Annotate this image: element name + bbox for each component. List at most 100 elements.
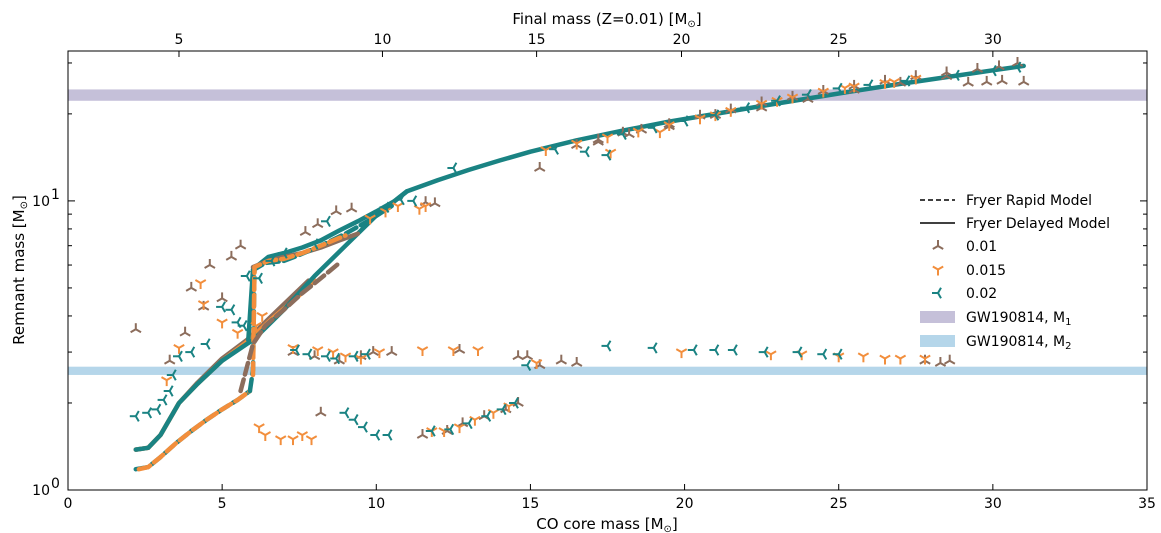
point-z002-58: [771, 95, 781, 107]
point-z0015-35: [413, 204, 426, 215]
legend-swatch-band-m2: [920, 335, 955, 347]
bands-layer: [68, 89, 1147, 375]
point-z0015-12: [296, 431, 308, 441]
point-z002-57: [740, 102, 751, 114]
point-z0015-45: [601, 133, 614, 144]
point-z002-18: [321, 215, 331, 227]
point-z002-45: [462, 417, 473, 430]
point-z001-8: [216, 292, 228, 303]
point-z002-51: [549, 143, 559, 155]
point-z0015-47: [663, 121, 675, 131]
point-z001-53: [416, 429, 429, 439]
x-tick-label-5: 25: [830, 496, 848, 512]
point-z0015-49: [725, 106, 737, 117]
legend-marker-z002: [932, 287, 942, 299]
point-z0015-46: [632, 127, 644, 138]
point-z0015-51: [786, 93, 799, 104]
point-z002-61: [863, 79, 874, 91]
point-z001-19: [367, 346, 379, 356]
point-z002-23: [382, 429, 393, 441]
point-z0015-8: [253, 423, 265, 434]
x-tick-label-3: 15: [522, 496, 540, 512]
point-z0015-32: [364, 214, 376, 225]
point-z001-5: [204, 259, 216, 269]
plot-frame: [67, 50, 1148, 491]
point-z0015-19: [373, 348, 386, 359]
point-z002-48: [509, 397, 519, 409]
x-tick-label-6: 30: [984, 496, 1002, 512]
model-curves-layer: [133, 63, 1026, 472]
point-z002-62: [900, 75, 911, 87]
top-tick-label-3: 20: [673, 32, 691, 48]
point-z0015-1: [173, 344, 185, 354]
point-z0015-18: [355, 354, 367, 365]
point-z002-10: [225, 304, 236, 316]
top-tick-label-5: 30: [984, 32, 1002, 48]
y-tick-exp-0: 0: [51, 476, 60, 492]
point-z001-0: [130, 323, 142, 334]
y-axis-title: Remnant mass [M⊙]: [10, 195, 30, 345]
point-z0015-13: [305, 435, 318, 446]
point-z002-16: [277, 247, 288, 259]
point-z001-3: [185, 281, 197, 292]
x-tick-label-4: 20: [676, 496, 694, 512]
top-tick-label-0: 5: [175, 32, 184, 48]
point-z002-64: [986, 65, 997, 77]
point-z002-9: [216, 301, 226, 313]
point-z001-21: [453, 344, 466, 354]
top-tick-label-2: 15: [528, 32, 546, 48]
legend-label-z002: 0.02: [966, 286, 997, 302]
point-z002-14: [253, 272, 263, 284]
point-z002-29: [361, 348, 371, 360]
point-z002-4: [163, 385, 174, 397]
point-z0015-0: [161, 376, 173, 387]
point-z0015-55: [910, 74, 922, 85]
point-z002-47: [496, 403, 507, 416]
point-z002-2: [151, 403, 162, 416]
legend-marker-z001: [932, 240, 944, 250]
point-z0015-4: [216, 318, 228, 329]
legend-label-z001: 0.01: [966, 239, 997, 255]
point-z0015-25: [765, 350, 777, 361]
point-z002-38: [817, 348, 828, 360]
point-z002-43: [425, 425, 436, 437]
point-z001-23: [521, 350, 533, 361]
point-z002-17: [308, 238, 319, 250]
point-z002-65: [1011, 61, 1022, 73]
point-z001-45: [971, 63, 984, 73]
legend-label-band-m2: GW190814, M2: [966, 334, 1072, 352]
point-z0015-31: [919, 354, 931, 365]
point-z001-30: [534, 162, 546, 172]
point-z002-53: [616, 128, 627, 140]
point-z001-28: [934, 357, 947, 367]
legend-swatch-band-m1: [920, 311, 955, 323]
point-z002-20: [348, 414, 359, 426]
point-z002-3: [157, 394, 168, 406]
point-z0015-24: [675, 348, 688, 359]
point-z0015-50: [755, 99, 768, 110]
y-tick-exp-1: 1: [51, 187, 60, 203]
point-z0015-21: [447, 346, 460, 356]
rapid-curve-4: [238, 260, 342, 394]
point-z002-60: [832, 82, 843, 95]
band-gw190814-m2: [68, 366, 1147, 375]
point-z002-54: [647, 122, 658, 134]
point-z001-49: [981, 75, 993, 86]
point-z001-48: [962, 76, 974, 87]
point-z001-67: [940, 70, 953, 81]
legend-marker-z0015: [932, 265, 944, 276]
point-z0015-44: [571, 139, 583, 150]
rapid-curve-3: [250, 233, 348, 378]
x-axis-title: CO core mass [M⊙]: [536, 515, 678, 533]
point-z002-25: [302, 348, 313, 360]
point-z002-8: [200, 338, 211, 350]
point-z0015-2: [194, 279, 207, 289]
point-z0015-5: [231, 328, 244, 339]
point-z0015-17: [339, 352, 352, 363]
point-z0015-30: [894, 354, 907, 365]
point-z001-12: [345, 202, 358, 213]
point-z001-59: [592, 135, 604, 146]
point-z002-56: [709, 109, 720, 121]
point-z001-11: [330, 205, 342, 216]
